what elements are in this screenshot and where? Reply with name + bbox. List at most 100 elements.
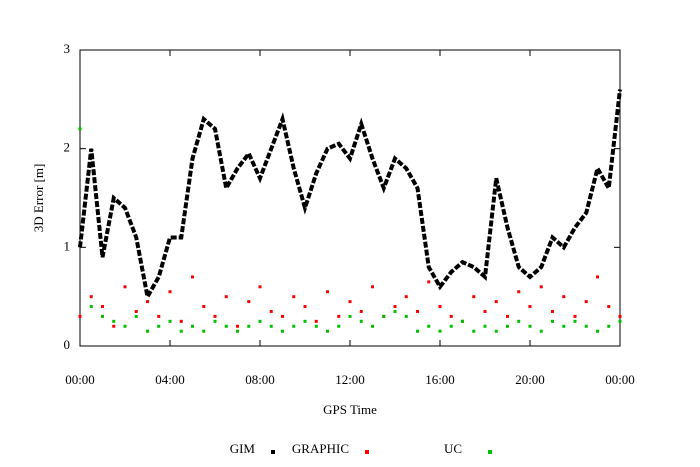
y-axis-label: 3D Error [m]	[31, 164, 46, 233]
point	[596, 275, 599, 279]
x-tick-label: 08:00	[245, 372, 275, 387]
point	[168, 319, 172, 323]
legend-swatch	[271, 450, 275, 454]
point	[506, 314, 509, 318]
x-tick-label: 04:00	[155, 372, 185, 387]
point	[213, 314, 217, 318]
point	[247, 300, 251, 304]
point	[494, 300, 498, 304]
point	[281, 314, 284, 318]
point	[303, 305, 307, 309]
point	[449, 314, 453, 318]
point	[134, 314, 138, 318]
point	[438, 329, 442, 333]
point	[517, 319, 521, 323]
point	[78, 314, 82, 318]
point	[269, 324, 273, 328]
point	[337, 314, 341, 318]
point	[584, 324, 588, 328]
point	[112, 324, 116, 328]
point	[427, 280, 431, 284]
point	[404, 314, 408, 318]
point	[146, 300, 149, 304]
legend-label: GRAPHIC	[292, 441, 349, 456]
point	[179, 329, 183, 333]
point	[89, 305, 93, 309]
point	[224, 324, 228, 328]
point	[123, 285, 127, 289]
point	[202, 329, 206, 333]
point	[618, 314, 622, 318]
x-tick-label: 16:00	[425, 372, 455, 387]
point	[292, 324, 296, 328]
point	[157, 314, 161, 318]
point	[596, 329, 599, 333]
legend-label: GIM	[230, 441, 256, 456]
point	[416, 329, 419, 333]
point	[607, 324, 611, 328]
point	[213, 319, 217, 323]
point	[393, 305, 397, 309]
point	[326, 290, 329, 294]
point	[281, 329, 284, 333]
point	[539, 329, 543, 333]
x-tick-label: 12:00	[335, 372, 365, 387]
legend-swatch	[365, 450, 369, 454]
point	[269, 309, 273, 313]
point	[382, 314, 386, 318]
point	[528, 324, 532, 328]
point	[438, 305, 442, 309]
point	[236, 329, 239, 333]
point	[517, 290, 521, 294]
line-series	[78, 89, 622, 303]
point	[202, 305, 206, 309]
point	[483, 309, 487, 313]
point	[461, 319, 464, 323]
point	[562, 324, 566, 328]
point	[607, 305, 611, 309]
point	[348, 314, 352, 318]
point	[191, 324, 194, 328]
point	[539, 285, 543, 289]
y-tick-label: 2	[64, 140, 71, 155]
point	[483, 324, 487, 328]
point	[191, 275, 194, 279]
x-axis-label: GPS Time	[323, 402, 377, 417]
x-tick-label: 20:00	[515, 372, 545, 387]
point	[78, 127, 82, 131]
point	[551, 319, 554, 323]
point	[449, 324, 453, 328]
point	[258, 319, 262, 323]
point	[179, 319, 183, 323]
point	[359, 309, 363, 313]
point	[314, 324, 318, 328]
point	[371, 285, 374, 289]
point	[123, 324, 127, 328]
point	[247, 324, 251, 328]
x-tick-label: 00:00	[65, 372, 95, 387]
point	[303, 319, 307, 323]
legend-swatch	[488, 450, 492, 454]
point	[573, 319, 577, 323]
point	[393, 309, 397, 313]
y-tick-label: 3	[64, 41, 71, 56]
legend-label: UC	[444, 441, 462, 456]
point	[573, 314, 577, 318]
point	[584, 300, 588, 304]
point	[551, 309, 554, 313]
point	[371, 324, 374, 328]
y-tick-label: 1	[64, 238, 71, 253]
x-tick-label: 00:00	[605, 372, 635, 387]
point	[168, 290, 172, 294]
point	[146, 329, 149, 333]
point	[337, 324, 341, 328]
point	[404, 295, 408, 299]
point	[157, 324, 161, 328]
point	[101, 314, 104, 318]
point	[472, 295, 476, 299]
point	[348, 300, 352, 304]
point	[134, 309, 138, 313]
point	[562, 295, 566, 299]
